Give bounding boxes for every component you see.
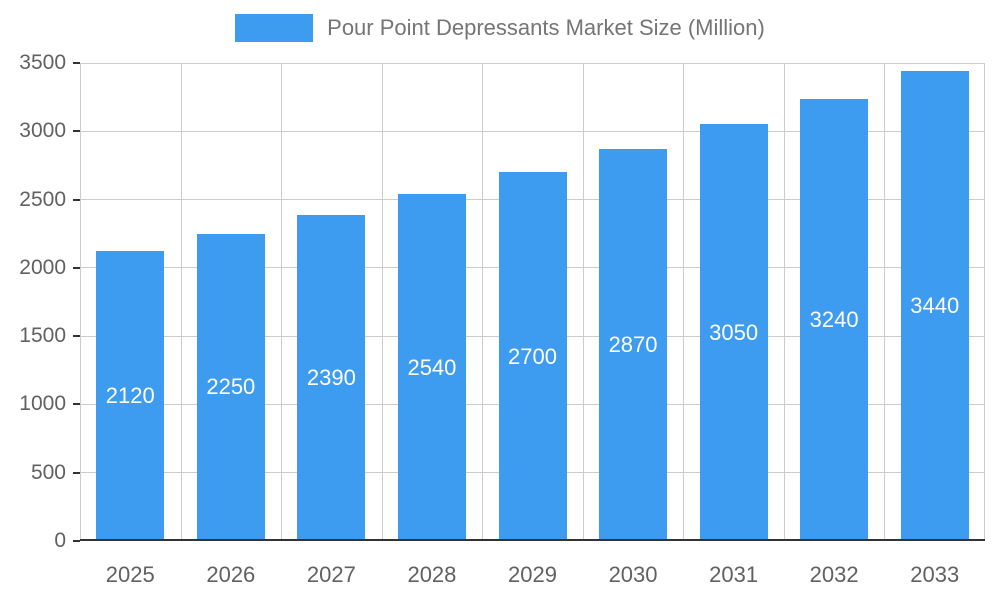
bar-2026[interactable]	[196, 233, 265, 541]
y-axis-tick	[73, 471, 80, 474]
x-axis-baseline	[80, 539, 985, 541]
bar-value-label: 3050	[709, 319, 759, 345]
plot-area: 2120 2250 2390 2540 2700 2870 3050 3240 3440	[80, 62, 985, 541]
bar-2031[interactable]	[699, 124, 768, 541]
bar-2027[interactable]	[297, 214, 366, 541]
v-gridline	[783, 63, 785, 541]
y-axis-tick	[73, 403, 80, 406]
h-gridline	[80, 62, 985, 64]
h-gridline	[80, 130, 985, 132]
bar-value-label: 2540	[407, 354, 457, 380]
legend-label: Pour Point Depressants Market Size (Mill…	[327, 15, 765, 40]
bar-2032[interactable]	[800, 98, 869, 541]
bar-2033[interactable]	[900, 71, 969, 541]
v-gridline	[281, 63, 283, 541]
v-gridline	[683, 63, 685, 541]
y-axis-label: 3000	[19, 119, 66, 143]
bar-2029[interactable]	[498, 172, 567, 541]
y-axis-tick	[73, 198, 80, 201]
bar-value-label: 2120	[105, 383, 155, 409]
x-axis-label: 2033	[910, 562, 960, 587]
y-axis-label: 1500	[19, 324, 66, 348]
bar-value-label: 2870	[608, 332, 658, 358]
bar-value-label: 2250	[206, 374, 256, 400]
bar-value-label: 3240	[809, 306, 859, 332]
y-axis-label: 500	[30, 460, 66, 484]
x-axis-label: 2027	[306, 562, 356, 587]
v-gridline	[180, 63, 182, 541]
legend-swatch	[235, 14, 314, 42]
v-gridline	[482, 63, 484, 541]
v-gridline	[984, 63, 985, 541]
v-gridline	[884, 63, 886, 541]
v-gridline	[80, 63, 81, 541]
chart-legend: Pour Point Depressants Market Size (Mill…	[0, 14, 1000, 42]
bar-value-label: 2700	[508, 343, 557, 369]
y-axis-label: 1000	[19, 392, 66, 416]
x-axis-label: 2032	[809, 562, 859, 587]
x-axis-label: 2030	[608, 562, 658, 587]
y-axis-tick	[73, 540, 80, 542]
y-axis-label: 2000	[19, 255, 66, 279]
bar-2028[interactable]	[397, 194, 466, 541]
v-gridline	[381, 63, 383, 541]
y-axis-tick	[73, 62, 80, 64]
x-axis-label: 2031	[709, 562, 759, 587]
y-axis-tick	[73, 266, 80, 269]
y-axis-tick	[73, 335, 80, 338]
bar-2025[interactable]	[96, 251, 165, 541]
v-gridline	[582, 63, 584, 541]
x-axis-label: 2029	[508, 562, 557, 587]
y-axis-tick	[73, 130, 80, 133]
y-axis-label: 2500	[19, 187, 66, 211]
x-axis-label: 2026	[206, 562, 256, 587]
x-axis-label: 2025	[105, 562, 155, 587]
y-axis-label: 3500	[19, 51, 66, 74]
y-axis-label: 0	[54, 529, 66, 552]
bar-value-label: 3440	[910, 293, 960, 319]
x-axis-label: 2028	[407, 562, 457, 587]
bar-value-label: 2390	[306, 364, 356, 390]
bar-2030[interactable]	[599, 149, 668, 541]
